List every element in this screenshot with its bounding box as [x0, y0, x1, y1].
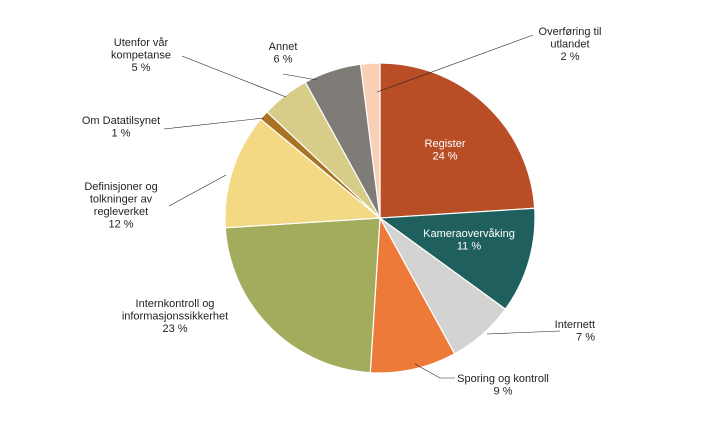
- pie-slice-sporing-og-kontroll: [369, 215, 456, 374]
- leader-line-definisjoner-og-tolkninger-av-regleverket: [168, 174, 227, 207]
- slice-label-om-datatilsynet: Om Datatilsynet 1 %: [82, 115, 160, 140]
- slice-label-internkontroll-og-informasjonssikkerhet: Internkontroll og informasjonssikkerhet 23…: [122, 298, 228, 335]
- pie-slice-internkontroll-og-informasjonssikkerhet: [224, 217, 381, 374]
- leader-line-sporing-og-kontroll: [414, 363, 455, 379]
- leader-line-utenfor-var-kompetanse: [181, 55, 287, 98]
- slice-label-utenfor-var-kompetanse: Utenfor vår kompetanse 5 %: [111, 37, 171, 74]
- pie-slice-definisjoner-og-tolkninger-av-regleverket: [224, 118, 382, 229]
- slice-label-kameraovervaking: Kameraovervåking 11 %: [423, 228, 515, 253]
- leader-lines: [163, 34, 561, 379]
- slice-label-register: Register 24 %: [425, 138, 466, 163]
- pie-slices: [224, 62, 536, 374]
- slice-label-annet: Annet 6 %: [269, 41, 298, 66]
- slice-label-definisjoner-og-tolkninger-av-regleverket: Definisjoner og tolkninger av regleverket 1…: [84, 181, 157, 231]
- pie-slice-register: [379, 62, 536, 219]
- leader-line-annet: [282, 73, 318, 81]
- pie-slice-overforing-til-utlandet: [359, 62, 381, 219]
- leader-line-internett: [486, 330, 561, 335]
- leader-line-om-datatilsynet: [163, 117, 265, 130]
- slice-label-sporing-og-kontroll: Sporing og kontroll 9 %: [457, 373, 549, 398]
- slice-label-overforing-til-utlandet: Overføring til utlandet 2 %: [539, 26, 602, 63]
- leader-line-overforing-til-utlandet: [376, 34, 534, 93]
- slice-label-internett: Internett 7 %: [555, 319, 596, 344]
- pie-slice-kameraovervaking: [378, 207, 536, 310]
- slice-labels: Register 24 % Kameraovervåking 11 % Internet…: [82, 26, 602, 398]
